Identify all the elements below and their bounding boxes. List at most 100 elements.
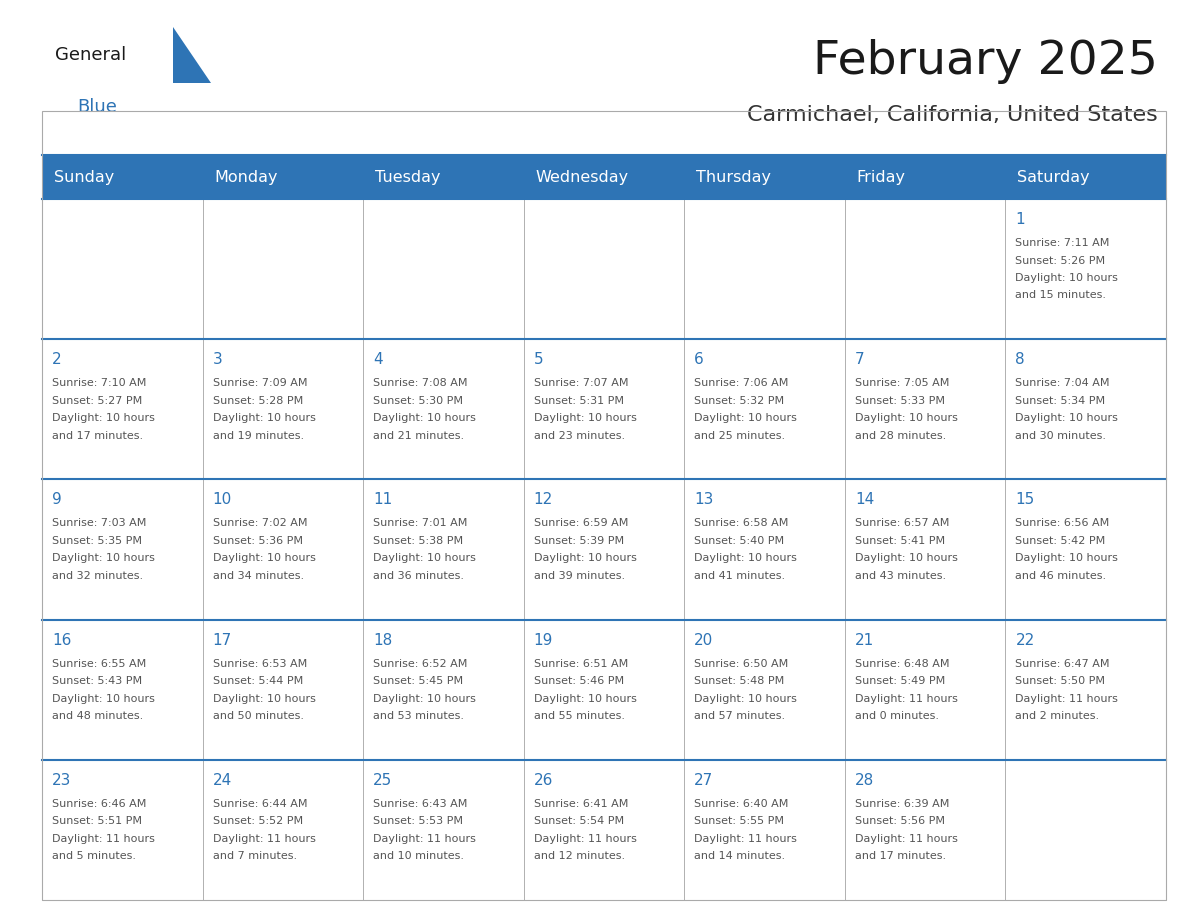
Text: February 2025: February 2025	[813, 39, 1158, 84]
Text: and 19 minutes.: and 19 minutes.	[213, 431, 304, 441]
Text: and 53 minutes.: and 53 minutes.	[373, 711, 465, 722]
Text: and 41 minutes.: and 41 minutes.	[694, 571, 785, 581]
Text: Sunset: 5:38 PM: Sunset: 5:38 PM	[373, 536, 463, 546]
Bar	[684, 760, 845, 900]
Text: Sunset: 5:40 PM: Sunset: 5:40 PM	[694, 536, 784, 546]
Text: Sunrise: 7:05 AM: Sunrise: 7:05 AM	[855, 378, 949, 388]
Text: Sunrise: 6:46 AM: Sunrise: 6:46 AM	[52, 799, 146, 809]
Text: Daylight: 10 hours: Daylight: 10 hours	[694, 694, 797, 703]
Text: 3: 3	[213, 353, 222, 367]
Bar	[42, 199, 203, 339]
Bar	[364, 760, 524, 900]
Text: 5: 5	[533, 353, 543, 367]
Text: Daylight: 10 hours: Daylight: 10 hours	[373, 413, 476, 423]
Text: Monday: Monday	[215, 170, 278, 185]
Text: 19: 19	[533, 633, 554, 647]
Bar	[845, 339, 1005, 479]
Text: and 55 minutes.: and 55 minutes.	[533, 711, 625, 722]
Text: and 10 minutes.: and 10 minutes.	[373, 851, 465, 861]
Text: and 12 minutes.: and 12 minutes.	[533, 851, 625, 861]
Text: Sunrise: 7:10 AM: Sunrise: 7:10 AM	[52, 378, 146, 388]
Text: Sunrise: 6:58 AM: Sunrise: 6:58 AM	[694, 519, 789, 529]
Text: 12: 12	[533, 492, 552, 508]
Text: and 32 minutes.: and 32 minutes.	[52, 571, 143, 581]
Text: Daylight: 10 hours: Daylight: 10 hours	[213, 413, 316, 423]
Text: Daylight: 10 hours: Daylight: 10 hours	[213, 554, 316, 564]
Text: Sunset: 5:50 PM: Sunset: 5:50 PM	[1016, 676, 1105, 686]
Text: 8: 8	[1016, 353, 1025, 367]
Text: Sunrise: 7:03 AM: Sunrise: 7:03 AM	[52, 519, 146, 529]
Text: Sunset: 5:53 PM: Sunset: 5:53 PM	[373, 816, 463, 826]
Text: Sunset: 5:41 PM: Sunset: 5:41 PM	[855, 536, 944, 546]
Bar	[684, 199, 845, 339]
Text: Sunset: 5:56 PM: Sunset: 5:56 PM	[855, 816, 944, 826]
Text: Sunset: 5:33 PM: Sunset: 5:33 PM	[855, 396, 944, 406]
Text: Sunset: 5:28 PM: Sunset: 5:28 PM	[213, 396, 303, 406]
Text: Sunset: 5:45 PM: Sunset: 5:45 PM	[373, 676, 463, 686]
Text: and 30 minutes.: and 30 minutes.	[1016, 431, 1106, 441]
Text: Daylight: 10 hours: Daylight: 10 hours	[855, 554, 958, 564]
Text: Sunset: 5:43 PM: Sunset: 5:43 PM	[52, 676, 143, 686]
Bar	[42, 111, 1165, 900]
Text: and 28 minutes.: and 28 minutes.	[855, 431, 946, 441]
Text: 1: 1	[1016, 212, 1025, 227]
Text: and 36 minutes.: and 36 minutes.	[373, 571, 465, 581]
Bar	[203, 760, 364, 900]
Text: and 21 minutes.: and 21 minutes.	[373, 431, 465, 441]
Text: Sunrise: 7:06 AM: Sunrise: 7:06 AM	[694, 378, 789, 388]
Text: Sunrise: 6:51 AM: Sunrise: 6:51 AM	[533, 658, 628, 668]
Text: Daylight: 10 hours: Daylight: 10 hours	[52, 413, 154, 423]
Text: Saturday: Saturday	[1017, 170, 1091, 185]
Bar	[524, 339, 684, 479]
Bar	[364, 479, 524, 620]
Text: 28: 28	[855, 773, 874, 788]
Bar	[42, 479, 203, 620]
Text: 15: 15	[1016, 492, 1035, 508]
Text: Sunset: 5:49 PM: Sunset: 5:49 PM	[855, 676, 946, 686]
Text: Sunrise: 7:02 AM: Sunrise: 7:02 AM	[213, 519, 307, 529]
Text: and 43 minutes.: and 43 minutes.	[855, 571, 946, 581]
Text: Sunrise: 6:50 AM: Sunrise: 6:50 AM	[694, 658, 789, 668]
Text: 14: 14	[855, 492, 874, 508]
Text: Carmichael, California, United States: Carmichael, California, United States	[747, 105, 1158, 125]
Text: Daylight: 10 hours: Daylight: 10 hours	[1016, 413, 1118, 423]
Bar	[524, 760, 684, 900]
Text: 4: 4	[373, 353, 383, 367]
Text: 24: 24	[213, 773, 232, 788]
Text: 27: 27	[694, 773, 714, 788]
Text: and 39 minutes.: and 39 minutes.	[533, 571, 625, 581]
Text: Daylight: 11 hours: Daylight: 11 hours	[855, 834, 958, 844]
Text: Sunset: 5:48 PM: Sunset: 5:48 PM	[694, 676, 784, 686]
Text: and 0 minutes.: and 0 minutes.	[855, 711, 939, 722]
Text: 13: 13	[694, 492, 714, 508]
Text: Sunset: 5:54 PM: Sunset: 5:54 PM	[533, 816, 624, 826]
Text: Daylight: 10 hours: Daylight: 10 hours	[373, 554, 476, 564]
Text: Daylight: 10 hours: Daylight: 10 hours	[694, 413, 797, 423]
Text: and 17 minutes.: and 17 minutes.	[855, 851, 946, 861]
Bar	[42, 620, 203, 760]
Bar	[364, 199, 524, 339]
Bar	[845, 620, 1005, 760]
Text: and 7 minutes.: and 7 minutes.	[213, 851, 297, 861]
Bar	[524, 620, 684, 760]
Bar	[1005, 479, 1165, 620]
Text: Sunrise: 6:57 AM: Sunrise: 6:57 AM	[855, 519, 949, 529]
Bar	[364, 339, 524, 479]
Text: Friday: Friday	[857, 170, 906, 185]
Text: 2: 2	[52, 353, 62, 367]
Text: Sunrise: 6:52 AM: Sunrise: 6:52 AM	[373, 658, 468, 668]
Text: Sunrise: 7:04 AM: Sunrise: 7:04 AM	[1016, 378, 1110, 388]
Text: Daylight: 10 hours: Daylight: 10 hours	[533, 694, 637, 703]
Polygon shape	[173, 27, 211, 83]
Text: and 15 minutes.: and 15 minutes.	[1016, 290, 1106, 300]
Bar	[524, 199, 684, 339]
Bar	[1005, 339, 1165, 479]
Text: Daylight: 10 hours: Daylight: 10 hours	[533, 554, 637, 564]
Text: 7: 7	[855, 353, 865, 367]
Text: Sunrise: 6:59 AM: Sunrise: 6:59 AM	[533, 519, 628, 529]
Text: Sunday: Sunday	[53, 170, 114, 185]
Text: 16: 16	[52, 633, 71, 647]
Text: Daylight: 11 hours: Daylight: 11 hours	[533, 834, 637, 844]
Text: Thursday: Thursday	[696, 170, 771, 185]
Text: and 14 minutes.: and 14 minutes.	[694, 851, 785, 861]
